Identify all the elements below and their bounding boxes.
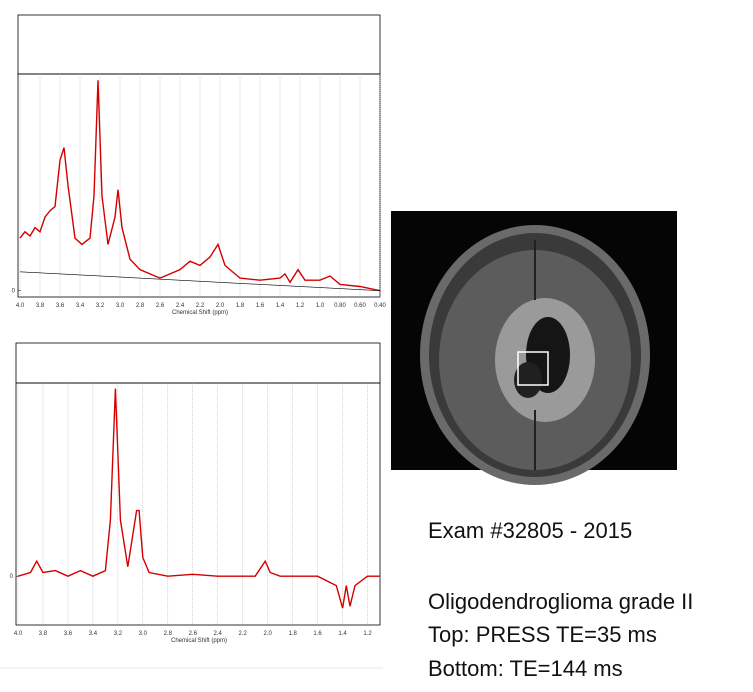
x-tick-label: 2.4 (214, 631, 223, 637)
plot-area (15, 382, 381, 626)
bottom-note: Bottom: TE=144 ms (428, 656, 623, 681)
x-tick-label: 1.2 (363, 631, 372, 637)
x-tick-label: 1.2 (296, 303, 305, 309)
residual-panel (15, 342, 381, 384)
x-tick-label: 2.2 (196, 303, 205, 309)
plot-area (17, 73, 381, 298)
x-tick-label: 3.6 (56, 303, 65, 309)
x-tick-label: 2.4 (176, 303, 185, 309)
x-tick-label: 4.0 (14, 631, 23, 637)
x-tick-label: 1.6 (313, 631, 322, 637)
spectrum-line (19, 80, 381, 292)
x-tick-label: 3.8 (36, 303, 45, 309)
x-tick-label: 0.80 (334, 303, 346, 309)
x-tick-label: 1.8 (236, 303, 245, 309)
x-tick-label: 1.8 (288, 631, 297, 637)
x-tick-label: 1.4 (276, 303, 285, 309)
x-tick-label: 2.8 (164, 631, 173, 637)
x-tick-label: 1.4 (338, 631, 347, 637)
x-tick-label: 1.6 (256, 303, 265, 309)
x-axis-title: Chemical Shift (ppm) (172, 310, 228, 316)
x-tick-label: 2.6 (189, 631, 198, 637)
x-tick-label: 2.8 (136, 303, 145, 309)
x-tick-label: 2.0 (263, 631, 272, 637)
x-tick-label: 3.4 (89, 631, 98, 637)
x-tick-label: 2.0 (216, 303, 225, 309)
y-tick-label: 0 (12, 289, 16, 295)
x-axis-title: Chemical Shift (ppm) (171, 638, 227, 644)
x-tick-label: 3.0 (139, 631, 148, 637)
residual-panel (17, 14, 381, 75)
x-tick-label: 3.2 (96, 303, 105, 309)
y-tick-label: 0 (10, 574, 14, 580)
x-tick-label: 3.0 (116, 303, 125, 309)
x-tick-label: 0.60 (354, 303, 366, 309)
spectrum-line (17, 388, 380, 609)
top-note: Top: PRESS TE=35 ms (428, 622, 657, 647)
mri-image (391, 211, 677, 485)
diagnosis: Oligodendroglioma grade II (428, 589, 693, 614)
x-tick-label: 3.2 (114, 631, 123, 637)
x-tick-label: 0.40 (374, 303, 386, 309)
x-tick-label: 2.6 (156, 303, 165, 309)
x-tick-label: 3.6 (64, 631, 73, 637)
x-tick-label: 4.0 (16, 303, 25, 309)
x-tick-label: 3.8 (39, 631, 48, 637)
x-tick-label: 1.0 (316, 303, 325, 309)
x-tick-label: 2.2 (239, 631, 248, 637)
exam: Exam #32805 - 2015 (428, 518, 632, 543)
spectrum-line (19, 271, 381, 291)
x-tick-label: 3.4 (76, 303, 85, 309)
